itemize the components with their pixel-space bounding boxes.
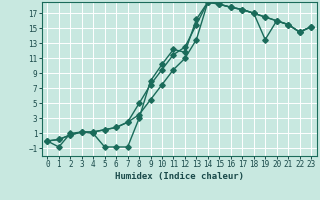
X-axis label: Humidex (Indice chaleur): Humidex (Indice chaleur) (115, 172, 244, 181)
